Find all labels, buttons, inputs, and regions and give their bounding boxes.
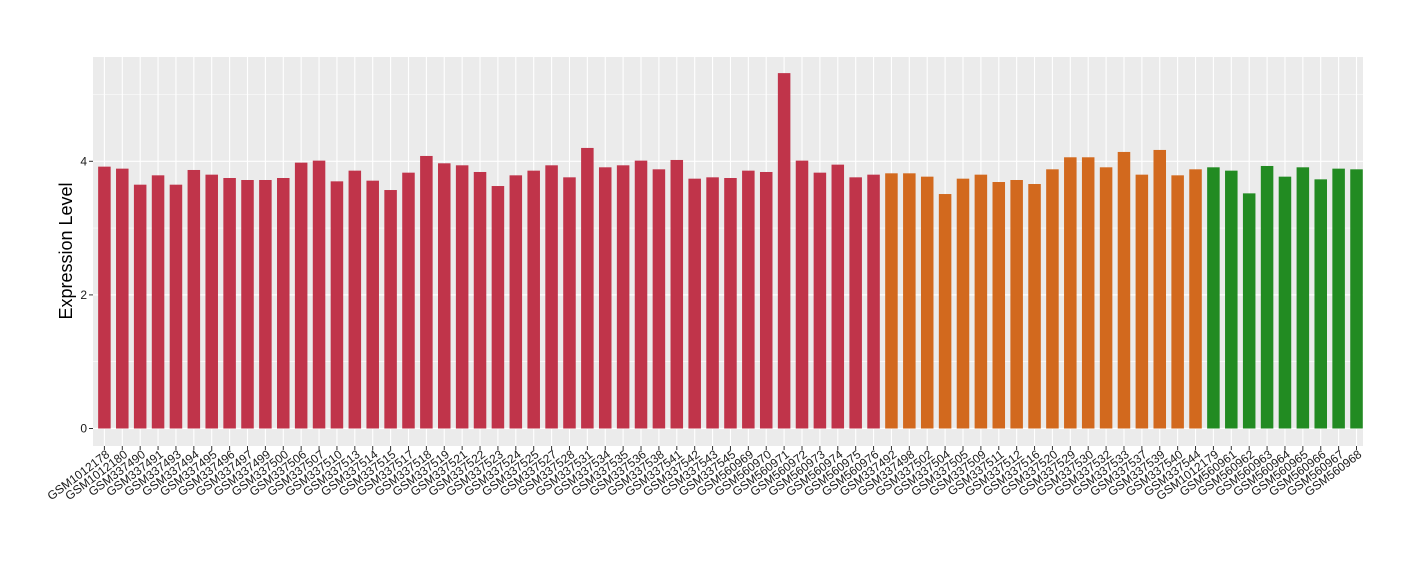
bar-GSM337505 bbox=[956, 178, 970, 429]
bar-GSM337538 bbox=[652, 169, 666, 429]
bar-GSM337493 bbox=[169, 184, 183, 429]
y-tick-label: 0 bbox=[80, 422, 87, 436]
bar-GSM337498 bbox=[903, 173, 916, 429]
bar-GSM337545 bbox=[724, 178, 737, 429]
bar-GSM337516 bbox=[1028, 184, 1041, 429]
bar-GSM337535 bbox=[616, 165, 630, 429]
bar-GSM337496 bbox=[223, 178, 236, 429]
bar-GSM337514 bbox=[366, 180, 379, 429]
bar-GSM337515 bbox=[384, 190, 397, 429]
bar-GSM560974 bbox=[831, 164, 845, 429]
bar-GSM560971 bbox=[777, 73, 791, 429]
bar-GSM337497 bbox=[241, 180, 254, 429]
bar-GSM337532 bbox=[1099, 167, 1113, 429]
bar-GSM337507 bbox=[312, 160, 326, 429]
bar-GSM337522 bbox=[473, 171, 487, 429]
bar-GSM337543 bbox=[706, 177, 719, 429]
bar-GSM337521 bbox=[455, 165, 469, 429]
bar-GSM560976 bbox=[867, 174, 880, 429]
y-axis-title: Expression Level bbox=[56, 182, 76, 319]
bar-GSM337527 bbox=[545, 165, 558, 429]
bar-GSM337502 bbox=[920, 176, 934, 429]
bar-GSM337542 bbox=[688, 178, 701, 429]
bar-GSM337509 bbox=[974, 174, 988, 429]
y-tick-label: 4 bbox=[80, 154, 87, 168]
bar-GSM337500 bbox=[277, 178, 290, 429]
bar-GSM337530 bbox=[1081, 157, 1095, 429]
bar-GSM337524 bbox=[509, 175, 523, 429]
bar-GSM337494 bbox=[187, 169, 201, 429]
bar-GSM560963 bbox=[1260, 165, 1274, 429]
bar-GSM337523 bbox=[491, 186, 505, 429]
bar-GSM337492 bbox=[885, 173, 898, 429]
bar-GSM560972 bbox=[795, 160, 809, 429]
bar-GSM337495 bbox=[205, 174, 218, 429]
bar-GSM337490 bbox=[133, 184, 147, 429]
bar-GSM560973 bbox=[813, 172, 827, 429]
bar-GSM337510 bbox=[330, 181, 344, 429]
bars bbox=[98, 73, 1363, 429]
bar-GSM337529 bbox=[1064, 157, 1077, 429]
bar-GSM337537 bbox=[1135, 174, 1149, 429]
bar-GSM560967 bbox=[1332, 168, 1345, 429]
bar-GSM337536 bbox=[634, 160, 648, 429]
x-axis: GSM1012178GSM1012180GSM337490GSM337491GS… bbox=[45, 446, 1365, 503]
bar-GSM337517 bbox=[402, 172, 415, 429]
bar-GSM337534 bbox=[598, 167, 612, 429]
bar-GSM560968 bbox=[1350, 169, 1363, 429]
bar-GSM337533 bbox=[1117, 151, 1131, 429]
bar-GSM560962 bbox=[1242, 193, 1256, 429]
bar-GSM337506 bbox=[294, 162, 308, 429]
bar-GSM337544 bbox=[1189, 169, 1202, 429]
bar-GSM337539 bbox=[1153, 149, 1167, 429]
bar-GSM560961 bbox=[1225, 170, 1238, 429]
bar-GSM1012178 bbox=[98, 166, 111, 429]
bar-GSM1012180 bbox=[116, 168, 129, 429]
bar-GSM337513 bbox=[348, 170, 362, 429]
bar-GSM337491 bbox=[151, 175, 165, 429]
bar-GSM337518 bbox=[420, 155, 433, 429]
bar-GSM1012179 bbox=[1207, 167, 1220, 429]
bar-GSM337540 bbox=[1171, 175, 1184, 429]
bar-GSM560970 bbox=[759, 171, 773, 429]
bar-GSM337541 bbox=[670, 159, 684, 429]
bar-GSM337520 bbox=[1046, 169, 1059, 429]
bar-GSM337504 bbox=[938, 194, 952, 429]
bar-GSM337519 bbox=[438, 163, 451, 429]
bar-GSM560966 bbox=[1314, 179, 1327, 429]
bar-GSM337528 bbox=[563, 177, 576, 429]
bar-GSM337512 bbox=[1010, 180, 1023, 429]
bar-GSM337531 bbox=[581, 147, 594, 429]
bar-GSM560965 bbox=[1296, 167, 1310, 429]
bar-GSM337511 bbox=[992, 182, 1006, 429]
y-tick-label: 2 bbox=[80, 288, 87, 302]
bar-GSM560964 bbox=[1278, 176, 1292, 429]
bar-GSM560969 bbox=[742, 170, 755, 429]
bar-GSM337499 bbox=[259, 180, 272, 429]
y-axis: 0 2 4 bbox=[80, 154, 93, 436]
bar-GSM560975 bbox=[849, 177, 862, 429]
bar-GSM337525 bbox=[527, 170, 540, 429]
